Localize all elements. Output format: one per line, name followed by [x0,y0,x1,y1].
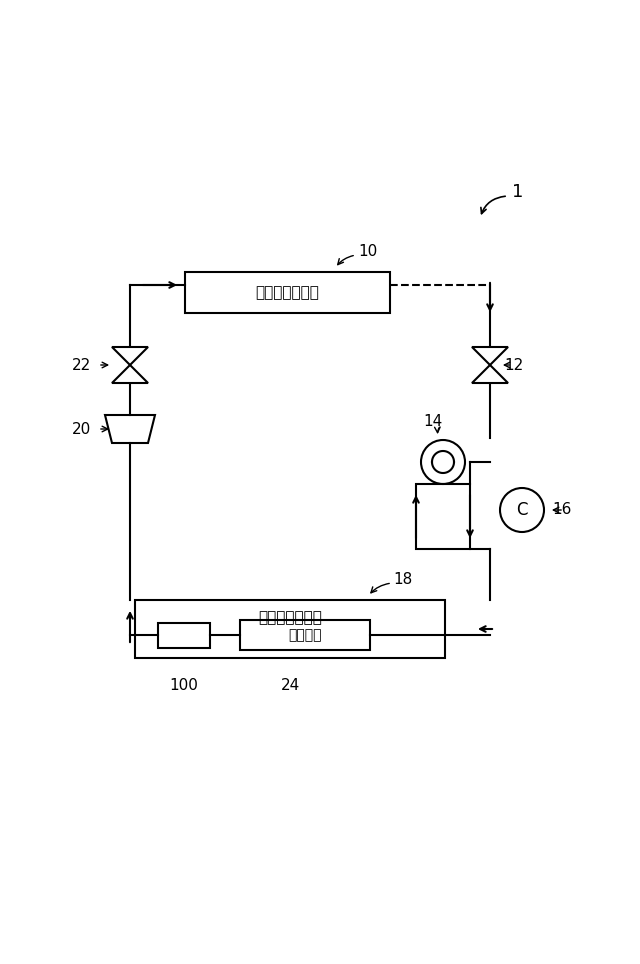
Text: 14: 14 [423,415,442,430]
Text: 20: 20 [72,421,92,437]
Text: 18: 18 [393,573,412,587]
Text: 16: 16 [552,502,572,518]
Text: 24: 24 [280,679,300,693]
Text: 熱交換器: 熱交換器 [288,628,322,642]
Text: 12: 12 [504,358,524,372]
Text: 室内熱交換装置: 室内熱交換装置 [255,285,319,300]
Text: 100: 100 [170,679,198,693]
Text: C: C [516,501,528,519]
Text: 1: 1 [512,183,524,201]
Text: 室外熱交換装置: 室外熱交換装置 [258,610,322,626]
Text: 10: 10 [358,245,377,259]
Text: 22: 22 [72,358,92,372]
